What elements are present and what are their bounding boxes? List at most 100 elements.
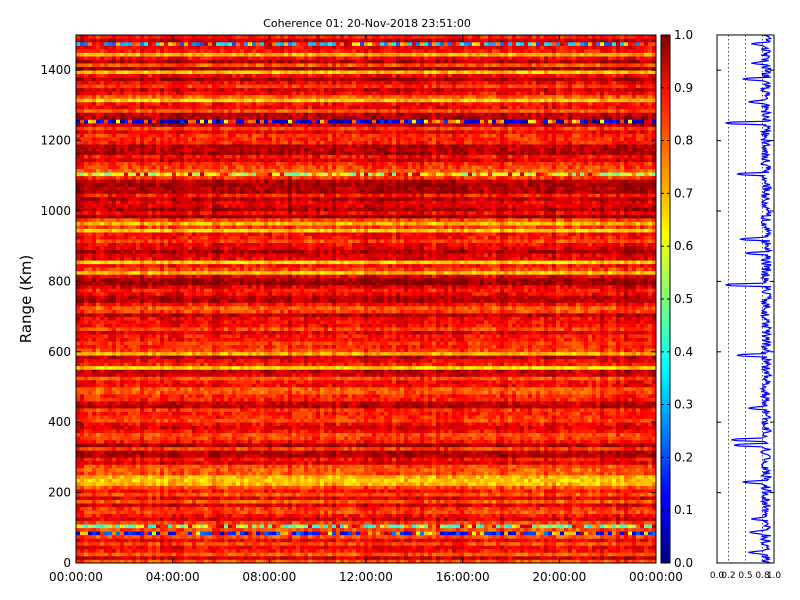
heatmap-cell	[496, 496, 501, 500]
heatmap-cell	[156, 548, 161, 553]
heatmap-cell	[164, 503, 169, 507]
heatmap-cell	[188, 450, 193, 455]
heatmap-cell	[356, 496, 361, 500]
heatmap-cell	[408, 453, 413, 458]
heatmap-cell	[548, 552, 553, 557]
heatmap-cell	[528, 559, 533, 564]
heatmap-cell	[296, 446, 301, 451]
heatmap-cell	[492, 538, 497, 543]
heatmap-cell	[332, 510, 337, 515]
heatmap-cell	[248, 555, 253, 560]
heatmap-cell	[144, 471, 149, 476]
heatmap-cell	[428, 485, 433, 490]
heatmap-cell	[496, 482, 501, 486]
heatmap-cell	[584, 464, 589, 469]
heatmap-cell	[392, 538, 397, 543]
heatmap-cell	[548, 443, 553, 448]
heatmap-cell	[464, 460, 469, 465]
heatmap-cell	[448, 506, 453, 511]
heatmap-cell	[320, 439, 325, 444]
heatmap-cell	[344, 531, 349, 536]
heatmap-cell	[296, 545, 301, 550]
heatmap-cell	[540, 552, 545, 557]
heatmap-cell	[500, 482, 505, 486]
heatmap-cell	[560, 517, 565, 522]
heatmap-cell	[640, 453, 645, 458]
heatmap-cell	[592, 496, 597, 500]
heatmap-cell	[516, 489, 521, 493]
heatmap-cell	[500, 545, 505, 550]
heatmap-cell	[520, 489, 525, 493]
heatmap-cell	[268, 503, 273, 507]
heatmap-cell	[648, 471, 653, 476]
heatmap-cell	[636, 489, 641, 493]
heatmap-cell	[556, 559, 561, 564]
heatmap-cell	[136, 510, 141, 515]
heatmap-cell	[424, 513, 429, 518]
heatmap-cell	[344, 496, 349, 500]
heatmap-cell	[80, 517, 85, 522]
heatmap-cell	[172, 489, 177, 493]
heatmap-cell	[344, 443, 349, 448]
heatmap-cell	[544, 548, 549, 553]
heatmap-cell	[152, 513, 157, 518]
heatmap-cell	[652, 482, 657, 486]
heatmap-cell	[580, 520, 585, 525]
heatmap-cell	[324, 531, 329, 536]
heatmap-cell	[264, 492, 269, 497]
heatmap-cell	[368, 531, 373, 536]
heatmap-cell	[332, 439, 337, 444]
heatmap-cell	[200, 524, 205, 529]
heatmap-cell	[160, 492, 165, 497]
heatmap-cell	[180, 559, 185, 564]
heatmap-cell	[232, 541, 237, 546]
heatmap-cell	[512, 467, 517, 472]
heatmap-cell	[496, 510, 501, 515]
heatmap-cell	[532, 555, 537, 560]
heatmap-cell	[208, 555, 213, 560]
heatmap-cell	[284, 485, 289, 490]
heatmap-cell	[184, 475, 189, 479]
heatmap-cell	[468, 464, 473, 469]
heatmap-cell	[280, 552, 285, 557]
heatmap-cell	[516, 482, 521, 486]
heatmap-cell	[348, 555, 353, 560]
heatmap-cell	[632, 513, 637, 518]
heatmap-cell	[248, 464, 253, 469]
heatmap-cell	[608, 503, 613, 507]
heatmap-cell	[372, 492, 377, 497]
heatmap-cell	[604, 538, 609, 543]
heatmap-cell	[196, 503, 201, 507]
heatmap-cell	[608, 475, 613, 479]
heatmap-cell	[616, 496, 621, 500]
heatmap-cell	[352, 541, 357, 546]
heatmap-cell	[532, 524, 537, 529]
heatmap-cell	[400, 559, 405, 564]
heatmap-cell	[220, 531, 225, 536]
heatmap-cell	[340, 517, 345, 522]
heatmap-cell	[504, 443, 509, 448]
heatmap-cell	[616, 475, 621, 479]
heatmap-cell	[416, 541, 421, 546]
heatmap-cell	[140, 506, 145, 511]
heatmap-cell	[396, 520, 401, 525]
heatmap-cell	[212, 467, 217, 472]
heatmap-cell	[596, 453, 601, 458]
heatmap-cell	[448, 548, 453, 553]
heatmap-cell	[620, 471, 625, 476]
heatmap-cell	[484, 503, 489, 507]
heatmap-cell	[388, 489, 393, 493]
heatmap-cell	[204, 475, 209, 479]
heatmap-cell	[228, 559, 233, 564]
heatmap-cell	[540, 496, 545, 500]
heatmap-cell	[108, 457, 113, 462]
heatmap-cell	[116, 534, 121, 539]
heatmap-cell	[392, 524, 397, 529]
heatmap-cell	[288, 450, 293, 455]
heatmap-cell	[432, 482, 437, 486]
heatmap-cell	[108, 506, 113, 511]
heatmap-cell	[536, 555, 541, 560]
heatmap-cell	[576, 450, 581, 455]
heatmap-cell	[400, 489, 405, 493]
heatmap-cell	[108, 520, 113, 525]
